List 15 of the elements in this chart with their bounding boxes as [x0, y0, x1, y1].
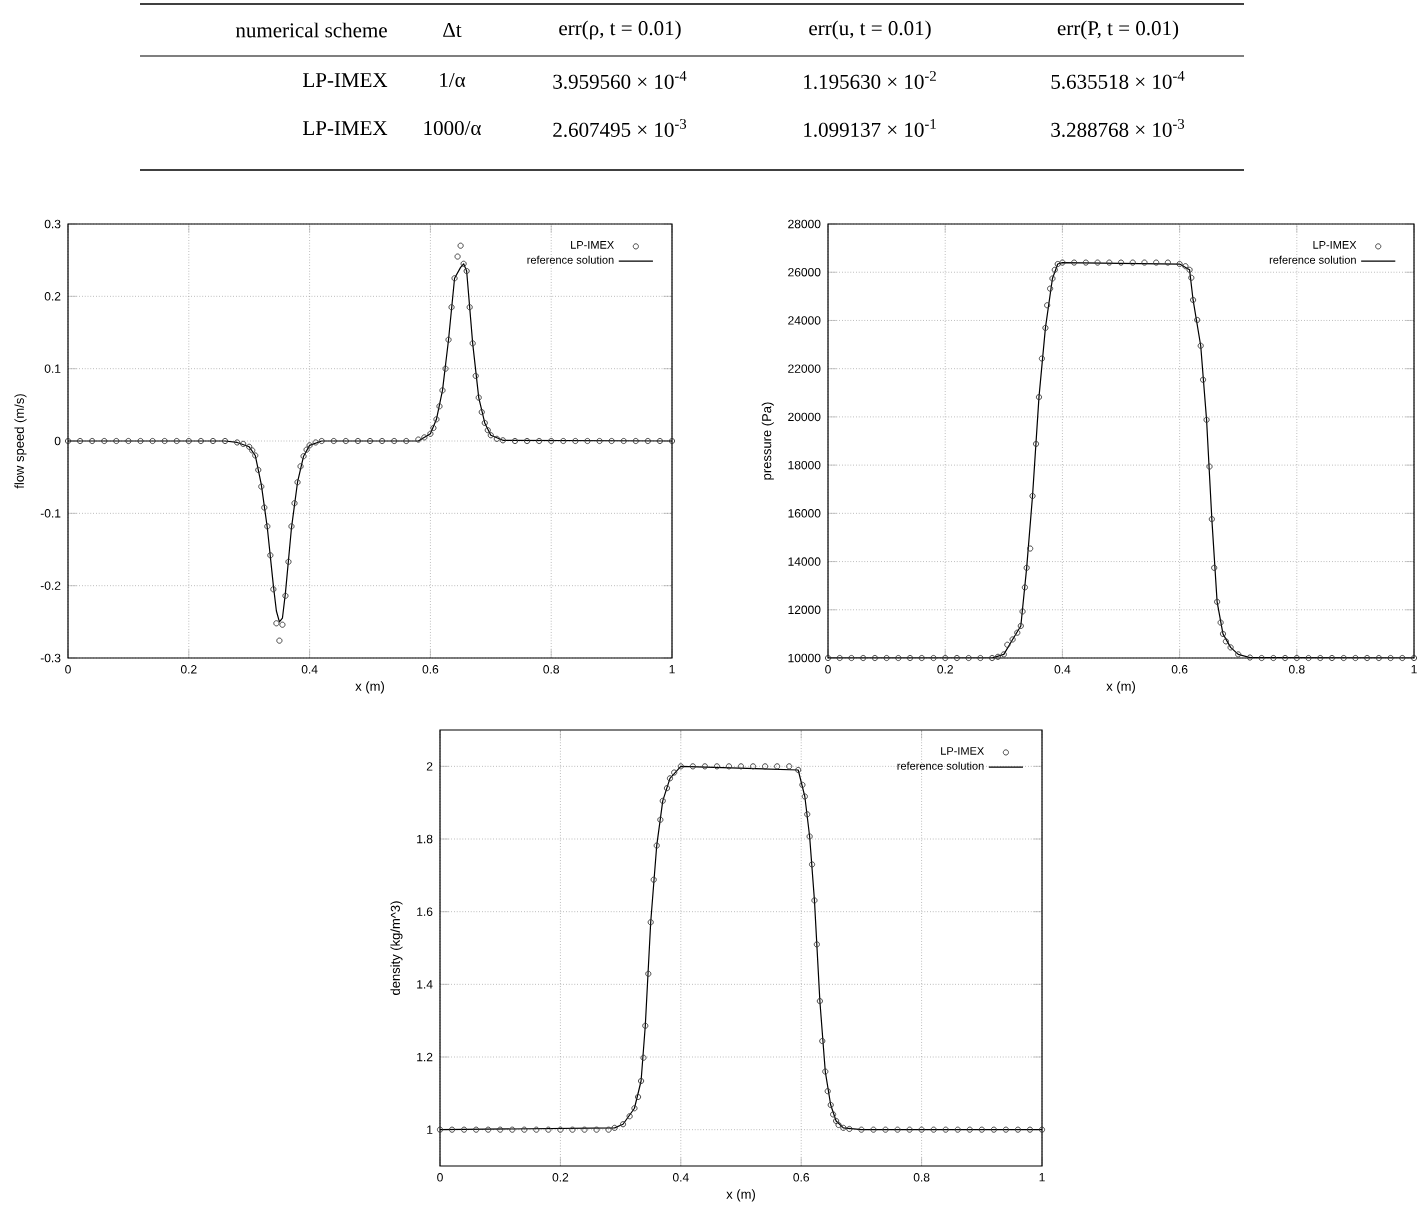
text: 1/α — [440, 72, 466, 88]
text: LP-IMEX — [303, 73, 388, 87]
text: Δt — [443, 22, 462, 38]
text: 3.959560 × 10$^{-4}$ — [553, 71, 687, 89]
text: 1.099137 × 10$^{-1}$ — [804, 119, 936, 137]
text: err(u, t = 0.01) — [809, 20, 931, 40]
text: 5.635518 × 10$^{-4}$ — [1051, 71, 1185, 89]
text: LP-IMEX — [303, 121, 388, 135]
text: 2.607495 × 10$^{-3}$ — [553, 119, 687, 137]
text: 3.288768 × 10$^{-3}$ — [1051, 119, 1185, 137]
text: 1000/α — [424, 120, 481, 136]
text: 1.195630 × 10$^{-2}$ — [804, 71, 936, 89]
text: err(P, t = 0.01) — [1057, 20, 1179, 40]
text: err(ρ, t = 0.01) — [559, 20, 681, 40]
text: numerical scheme — [235, 22, 387, 38]
